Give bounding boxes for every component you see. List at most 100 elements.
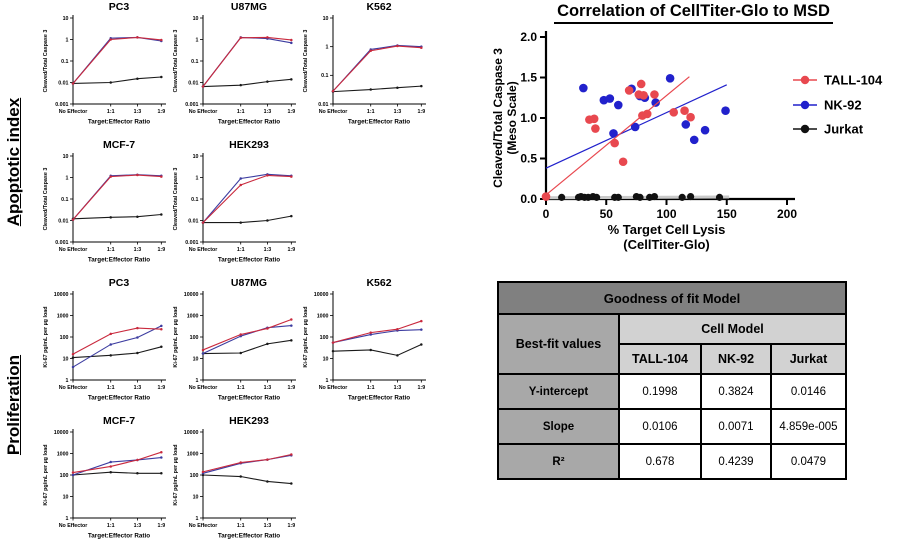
mini-y-axis-label: Ki-67 pg/mL per µg load	[43, 444, 49, 505]
table-row-label: Slope	[497, 408, 620, 445]
mini-series-NK-92	[71, 173, 163, 221]
table-value-cell: 0.4239	[700, 443, 772, 480]
mini-y-tick-label: 0.1	[191, 197, 198, 203]
mini-x-tick-label: No Effector	[189, 109, 218, 115]
legend-marker-icon	[800, 100, 810, 110]
mini-y-axis-label: Cleaved/Total Caspase 3	[173, 168, 179, 231]
mini-chart-title: PC3	[109, 277, 130, 289]
mini-y-tick-label: 1	[196, 516, 199, 522]
mini-y-axis-label: Ki-67 pg/mL per µg load	[43, 306, 49, 367]
mini-series-Jurkat	[201, 473, 293, 485]
table-title: Goodness of fit Model	[497, 281, 847, 315]
mini-series-TALL-104	[331, 44, 423, 93]
mini-x-axis-label: Target:Effector Ratio	[218, 395, 280, 402]
mini-y-tick-label: 0.01	[58, 80, 68, 86]
mini-x-axis-label: Target:Effector Ratio	[88, 395, 150, 402]
mini-series-NK-92	[331, 328, 423, 344]
scatter-title-row: Correlation of CellTiter-Glo to MSD	[490, 2, 897, 24]
mini-x-tick-label: No Effector	[59, 385, 88, 391]
mini-x-tick-label: 1:3	[134, 385, 142, 391]
mini-y-tick-label: 1	[66, 378, 69, 384]
mini-series-NK-92	[71, 456, 163, 477]
table-row: Y-intercept 0.1998 0.3824 0.0146	[497, 373, 847, 410]
trend-line-TALL-104	[545, 76, 690, 196]
mini-series-Jurkat	[201, 339, 293, 355]
mini-series-TALL-104	[71, 173, 163, 221]
table-value-cell: 0.0106	[618, 408, 702, 445]
table-row-label: R²	[497, 443, 620, 480]
mini-x-tick-label: No Effector	[59, 109, 88, 115]
mini-y-tick-label: 0.1	[191, 59, 198, 65]
table-value-cell: 0.1998	[618, 373, 702, 410]
mini-chart-title: PC3	[109, 1, 130, 13]
mini-y-tick-label: 1000	[57, 451, 69, 457]
table-value-cell: 0.3824	[700, 373, 772, 410]
mini-x-tick-label: 1:3	[264, 247, 272, 253]
scatter-x-tick-label: 0	[543, 207, 550, 221]
mini-x-tick-label: 1:1	[107, 523, 115, 529]
mini-x-tick-label: 1:9	[157, 523, 165, 529]
mini-axes: 10000 1000 100 10 1No Effector 1:1 1:3 1:9	[54, 429, 166, 529]
mini-x-tick-label: 1:3	[394, 109, 402, 115]
mini-x-tick-label: 1:1	[367, 385, 375, 391]
mini-x-tick-label: No Effector	[319, 109, 348, 115]
mini-y-tick-label: 10	[193, 154, 199, 160]
mini-x-tick-label: 1:3	[134, 523, 142, 529]
table-value-cell: 4.859e-005	[770, 408, 847, 445]
table-row: R² 0.678 0.4239 0.0479	[497, 443, 847, 480]
mini-y-tick-label: 1	[326, 378, 329, 384]
mini-series-TALL-104	[201, 318, 293, 352]
mini-chart-title: K562	[366, 1, 391, 13]
mini-series-Jurkat	[201, 78, 293, 88]
mini-x-axis-label: Target:Effector Ratio	[218, 533, 280, 540]
scatter-y-tick-label: 0.5	[520, 152, 537, 166]
mini-y-tick-label: 10	[193, 16, 199, 22]
mini-x-tick-label: No Effector	[59, 247, 88, 253]
mini-x-tick-label: 1:3	[394, 385, 402, 391]
mini-x-tick-label: No Effector	[189, 523, 218, 529]
mini-x-axis-label: Target:Effector Ratio	[88, 257, 150, 264]
mini-y-tick-label: 0.01	[318, 102, 328, 108]
mini-series-NK-92	[331, 44, 423, 93]
mini-x-tick-label: 1:1	[107, 247, 115, 253]
mini-y-axis-label: Cleaved/Total Caspase 3	[43, 168, 49, 231]
scatter-title: Correlation of CellTiter-Glo to MSD	[554, 2, 833, 24]
mini-y-tick-label: 0.1	[61, 59, 68, 65]
mini-y-tick-label: 10000	[54, 292, 69, 298]
mini-series-TALL-104	[71, 450, 163, 474]
mini-x-tick-label: 1:3	[264, 385, 272, 391]
mini-y-tick-label: 1	[66, 175, 69, 181]
mini-y-tick-label: 0.01	[188, 218, 198, 224]
mini-chart-title: U87MG	[231, 277, 267, 289]
mini-chart-apoptotic-hek293: HEK293 Cleaved/Total Caspase 3 10 1 0.1 0.01 0…	[170, 138, 300, 275]
legend-marker-icon	[800, 75, 810, 85]
mini-x-tick-label: 1:3	[134, 247, 142, 253]
mini-chart-title: MCF-7	[103, 415, 135, 427]
mini-x-tick-label: 1:9	[157, 385, 165, 391]
mini-y-tick-label: 10	[323, 16, 329, 22]
mini-x-axis-label: Target:Effector Ratio	[88, 533, 150, 540]
mini-y-tick-label: 1	[66, 37, 69, 43]
mini-x-tick-label: 1:1	[237, 247, 245, 253]
mini-y-tick-label: 0.01	[58, 218, 68, 224]
mini-x-tick-label: 1:9	[157, 247, 165, 253]
mini-y-axis-label: Cleaved/Total Caspase 3	[173, 30, 179, 93]
section-label-apoptotic-index: Apoptotic index	[4, 97, 23, 227]
scatter-x-tick-label: 200	[777, 207, 797, 221]
scatter-y-tick-label: 1.5	[520, 71, 537, 85]
mini-y-axis-label: Ki-67 pg/mL per µg load	[173, 444, 179, 505]
mini-y-tick-label: 100	[60, 335, 69, 341]
mini-series-Jurkat	[201, 214, 293, 224]
scatter-y-tick-label: 2.0	[520, 30, 537, 44]
table-col-header: Jurkat	[770, 343, 847, 375]
apoptotic-mcf7-svg: MCF-7 Cleaved/Total Caspase 3 10 1 0.1 0.01 0.…	[43, 139, 166, 264]
mini-y-tick-label: 0.001	[55, 240, 68, 246]
table-row: Slope 0.0106 0.0071 4.859e-005	[497, 408, 847, 445]
scatter-x-axis-label-line1: % Target Cell Lysis	[608, 222, 726, 237]
apoptotic-pc3-svg: PC3 Cleaved/Total Caspase 3 10 1 0.1 0.01 0.00…	[43, 1, 166, 126]
mini-series-NK-92	[71, 324, 163, 369]
mini-chart-title: K562	[366, 277, 391, 289]
mini-series-TALL-104	[71, 326, 163, 356]
